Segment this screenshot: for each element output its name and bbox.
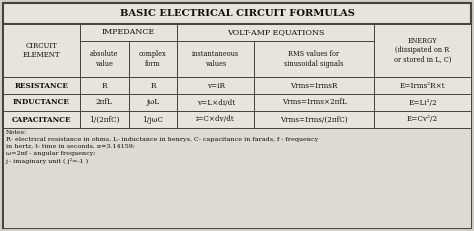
Text: 1/(2πfC): 1/(2πfC) <box>89 116 119 124</box>
Text: BASIC ELECTRICAL CIRCUIT FORMULAS: BASIC ELECTRICAL CIRCUIT FORMULAS <box>119 9 355 18</box>
Text: IMPEDANCE: IMPEDANCE <box>102 28 155 36</box>
Bar <box>80 111 128 128</box>
Text: instantaneous
values: instantaneous values <box>192 50 239 68</box>
Bar <box>254 94 374 111</box>
Text: CAPACITANCE: CAPACITANCE <box>12 116 71 124</box>
Bar <box>128 111 177 128</box>
Text: INDUCTANCE: INDUCTANCE <box>13 98 70 106</box>
Text: CIRCUIT
ELEMENT: CIRCUIT ELEMENT <box>23 42 60 59</box>
Text: 2πfL: 2πfL <box>96 98 113 106</box>
Text: VOLT-AMP EQUATIONS: VOLT-AMP EQUATIONS <box>227 28 324 36</box>
Bar <box>374 24 471 77</box>
Text: E=Cv²/2: E=Cv²/2 <box>407 116 438 124</box>
Text: RMS values for
sinusoidal signals: RMS values for sinusoidal signals <box>284 50 344 68</box>
Bar <box>128 77 177 94</box>
Bar <box>177 77 254 94</box>
Bar <box>3 94 80 111</box>
Text: absolute
value: absolute value <box>90 50 118 68</box>
Bar <box>177 24 374 41</box>
Bar <box>80 24 177 41</box>
Bar <box>254 111 374 128</box>
Text: Notes:
R- electrical resistance in ohms, L- inductance in henrys, C- capacitance: Notes: R- electrical resistance in ohms,… <box>6 130 318 164</box>
Bar <box>177 41 254 77</box>
Text: R: R <box>150 82 155 89</box>
Bar <box>80 77 128 94</box>
Bar <box>374 94 471 111</box>
Bar <box>3 128 471 228</box>
Text: v=iR: v=iR <box>207 82 225 89</box>
Bar <box>3 111 80 128</box>
Bar <box>254 41 374 77</box>
Bar <box>254 77 374 94</box>
Text: E=Li²/2: E=Li²/2 <box>408 98 437 106</box>
Text: E=Irms²R×t: E=Irms²R×t <box>400 82 445 89</box>
Text: v=L×di/dt: v=L×di/dt <box>197 98 235 106</box>
Text: Vrms=IrmsR: Vrms=IrmsR <box>291 82 338 89</box>
Bar <box>374 77 471 94</box>
Bar <box>3 77 80 94</box>
Text: RESISTANCE: RESISTANCE <box>15 82 68 89</box>
Text: Vrms=Irms/(2πfC): Vrms=Irms/(2πfC) <box>280 116 348 124</box>
Bar <box>3 3 471 24</box>
Bar <box>128 94 177 111</box>
Text: jωL: jωL <box>146 98 159 106</box>
Bar <box>80 94 128 111</box>
Text: 1/jωC: 1/jωC <box>142 116 164 124</box>
Text: ENERGY
(dissipated on R
or stored in L, C): ENERGY (dissipated on R or stored in L, … <box>394 37 451 64</box>
Bar <box>177 94 254 111</box>
Bar <box>80 41 128 77</box>
Bar <box>374 111 471 128</box>
Bar <box>128 41 177 77</box>
Text: complex
form: complex form <box>139 50 167 68</box>
Bar <box>3 24 80 77</box>
Text: i=C×dv/dt: i=C×dv/dt <box>196 116 235 124</box>
Bar <box>177 111 254 128</box>
Text: R: R <box>101 82 107 89</box>
Text: Vrms=Irms×2πfL: Vrms=Irms×2πfL <box>282 98 346 106</box>
